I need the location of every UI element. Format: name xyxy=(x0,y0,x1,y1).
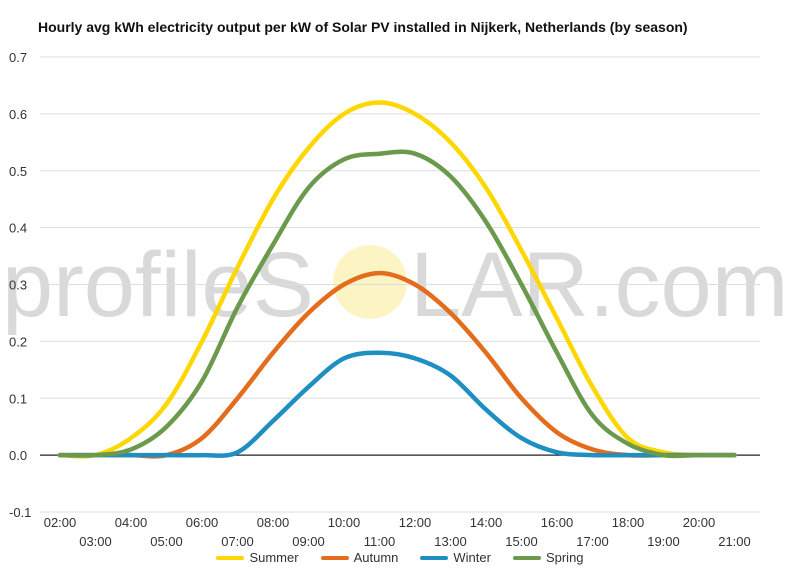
x-tick-label: 20:00 xyxy=(683,515,716,530)
watermark-sun-icon xyxy=(333,245,407,319)
x-tick-label: 15:00 xyxy=(505,534,538,549)
y-tick-label: -0.1 xyxy=(9,505,31,520)
legend-label: Autumn xyxy=(353,550,399,565)
chart-title: Hourly avg kWh electricity output per kW… xyxy=(38,19,688,35)
legend-swatch xyxy=(420,555,449,560)
y-tick-label: 0.6 xyxy=(9,107,27,122)
legend-item-spring[interactable]: Spring xyxy=(512,550,584,565)
x-tick-label: 06:00 xyxy=(186,515,219,530)
x-tick-label: 08:00 xyxy=(257,515,290,530)
series-lines xyxy=(57,100,737,459)
x-tick-label: 19:00 xyxy=(647,534,680,549)
y-axis-ticks: -0.1 0.0 0.1 0.2 0.3 0.4 0.5 0.6 0.7 xyxy=(9,50,31,520)
y-tick-label: 0.3 xyxy=(9,278,27,293)
series-line-summer xyxy=(57,100,737,459)
series-line-winter xyxy=(57,350,737,458)
gridlines xyxy=(40,56,760,513)
x-tick-label: 11:00 xyxy=(364,534,396,549)
legend-item-autumn[interactable]: Autumn xyxy=(320,550,399,565)
y-tick-label: 0.1 xyxy=(9,391,27,406)
x-tick-label: 17:00 xyxy=(576,534,609,549)
y-tick-label: 0.0 xyxy=(9,448,27,463)
legend-swatch xyxy=(216,555,245,560)
legend-label: Summer xyxy=(249,550,299,565)
x-tick-label: 04:00 xyxy=(115,515,148,530)
legend-swatch xyxy=(320,555,349,560)
y-tick-label: 0.4 xyxy=(9,221,27,236)
x-tick-label: 03:00 xyxy=(79,534,112,549)
y-tick-label: 0.2 xyxy=(9,334,27,349)
legend-label: Winter xyxy=(453,550,491,565)
legend: Summer Autumn Winter Spring xyxy=(0,550,800,565)
x-tick-label: 14:00 xyxy=(470,515,503,530)
legend-item-summer[interactable]: Summer xyxy=(216,550,299,565)
y-tick-label: 0.5 xyxy=(9,164,27,179)
x-tick-label: 18:00 xyxy=(612,515,645,530)
x-tick-label: 13:00 xyxy=(434,534,467,549)
y-tick-label: 0.7 xyxy=(9,50,27,65)
x-tick-label: 07:00 xyxy=(221,534,254,549)
legend-item-winter[interactable]: Winter xyxy=(420,550,491,565)
legend-swatch xyxy=(512,555,541,560)
series-line-spring xyxy=(57,149,737,459)
x-tick-label: 09:00 xyxy=(292,534,325,549)
legend-label: Spring xyxy=(545,550,584,565)
x-tick-label: 05:00 xyxy=(150,534,183,549)
x-axis-ticks: 02:0003:0004:0005:0006:0007:0008:0009:00… xyxy=(44,515,751,549)
x-tick-label: 12:00 xyxy=(399,515,432,530)
x-tick-label: 02:00 xyxy=(44,515,77,530)
x-tick-label: 21:00 xyxy=(718,534,751,549)
x-tick-label: 10:00 xyxy=(328,515,361,530)
x-tick-label: 16:00 xyxy=(541,515,574,530)
